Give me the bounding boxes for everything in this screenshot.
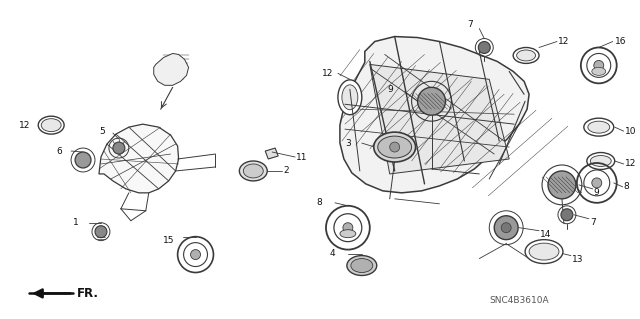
Text: 15: 15 <box>163 236 174 245</box>
Ellipse shape <box>378 136 412 158</box>
Circle shape <box>494 216 518 240</box>
Text: 12: 12 <box>625 160 636 168</box>
Circle shape <box>501 223 511 233</box>
Circle shape <box>417 87 445 115</box>
Ellipse shape <box>590 156 611 167</box>
Circle shape <box>561 209 573 221</box>
Ellipse shape <box>588 121 610 133</box>
Polygon shape <box>154 54 189 85</box>
Circle shape <box>75 152 91 168</box>
Polygon shape <box>265 148 278 159</box>
Text: 2: 2 <box>283 167 289 175</box>
Text: 4: 4 <box>330 249 335 258</box>
Ellipse shape <box>529 243 559 260</box>
Circle shape <box>548 171 576 199</box>
Circle shape <box>191 249 200 260</box>
Ellipse shape <box>516 50 536 61</box>
Circle shape <box>478 41 490 54</box>
Circle shape <box>390 142 399 152</box>
Circle shape <box>343 223 353 233</box>
Ellipse shape <box>338 80 362 115</box>
Text: 7: 7 <box>467 20 473 29</box>
Text: 16: 16 <box>614 37 626 46</box>
Text: 11: 11 <box>296 152 308 161</box>
Text: 5: 5 <box>99 127 105 136</box>
Ellipse shape <box>584 118 614 136</box>
Text: 8: 8 <box>623 182 629 191</box>
Text: 12: 12 <box>558 37 570 46</box>
Ellipse shape <box>243 164 263 178</box>
Text: 9: 9 <box>388 85 394 94</box>
Polygon shape <box>370 64 509 174</box>
Ellipse shape <box>525 240 563 263</box>
Circle shape <box>95 226 107 238</box>
Ellipse shape <box>351 259 372 272</box>
Circle shape <box>113 142 125 154</box>
Text: 9: 9 <box>594 188 600 197</box>
Ellipse shape <box>41 119 61 132</box>
Circle shape <box>592 178 602 188</box>
Ellipse shape <box>342 85 358 110</box>
Ellipse shape <box>340 230 356 238</box>
Circle shape <box>594 60 604 70</box>
Text: 13: 13 <box>572 255 584 264</box>
Text: 7: 7 <box>590 218 596 227</box>
Ellipse shape <box>239 161 268 181</box>
Text: 14: 14 <box>540 230 552 239</box>
Ellipse shape <box>347 256 377 276</box>
Text: 3: 3 <box>345 138 351 148</box>
Text: 12: 12 <box>19 121 31 130</box>
Text: 10: 10 <box>625 127 636 136</box>
Polygon shape <box>340 37 529 193</box>
Text: 12: 12 <box>322 69 333 78</box>
Ellipse shape <box>38 116 64 134</box>
Polygon shape <box>99 124 179 193</box>
Text: 1: 1 <box>73 218 79 227</box>
Ellipse shape <box>513 48 539 63</box>
Text: FR.: FR. <box>77 287 99 300</box>
Text: SNC4B3610A: SNC4B3610A <box>489 296 549 305</box>
Text: 8: 8 <box>316 198 322 207</box>
Text: 6: 6 <box>56 146 62 156</box>
Ellipse shape <box>374 132 415 162</box>
Ellipse shape <box>592 67 605 75</box>
Ellipse shape <box>587 152 614 169</box>
